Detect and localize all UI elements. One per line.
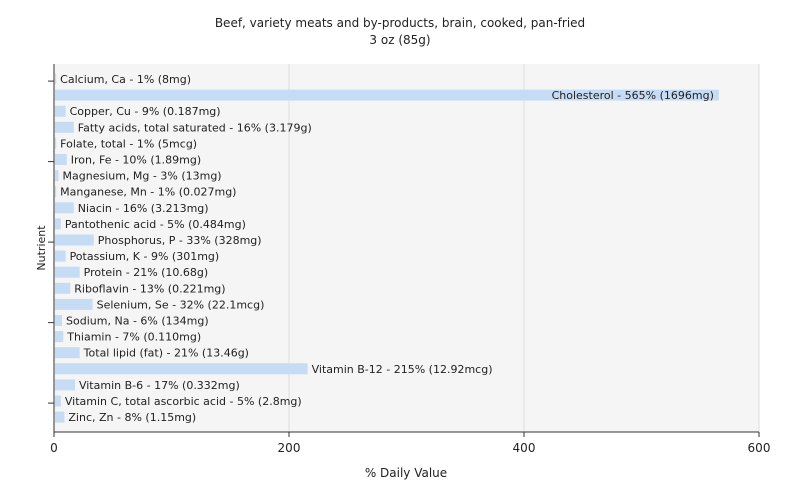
bar-label: Riboflavin - 13% (0.221mg)	[74, 282, 225, 295]
bar	[55, 250, 66, 262]
bar-label: Thiamin - 7% (0.110mg)	[66, 331, 201, 344]
bar	[55, 105, 66, 117]
bar-label: Vitamin B-12 - 215% (12.92mcg)	[312, 363, 493, 376]
bar	[55, 154, 67, 165]
bar	[55, 282, 71, 294]
bar-label: Calcium, Ca - 1% (8mg)	[60, 73, 191, 86]
bar	[55, 347, 80, 359]
bar-label: Total lipid (fat) - 21% (13.46g)	[83, 347, 249, 360]
bar	[55, 121, 74, 133]
bar	[55, 395, 61, 407]
y-axis-label: Nutrient	[35, 225, 48, 271]
bar-label: Niacin - 16% (3.213mg)	[78, 202, 209, 215]
bar-label: Vitamin C, total ascorbic acid - 5% (2.8…	[65, 395, 302, 408]
bar	[55, 137, 57, 149]
bar	[55, 315, 63, 326]
bar-label: Sodium, Na - 6% (134mg)	[66, 315, 209, 328]
bar	[55, 186, 57, 198]
x-tick-labels: 0 200 400 600	[50, 432, 770, 455]
bar-label: Phosphorus, P - 33% (328mg)	[98, 234, 262, 247]
x-tick-label: 0	[50, 441, 58, 455]
bar-label: Manganese, Mn - 1% (0.027mg)	[60, 186, 236, 199]
bar	[55, 298, 93, 310]
bar-label: Cholesterol - 565% (1696mg)	[552, 89, 714, 102]
bar	[55, 218, 61, 230]
bar	[55, 89, 719, 101]
x-axis-label: % Daily Value	[365, 466, 447, 480]
bar-label: Fatty acids, total saturated - 16% (3.17…	[78, 121, 312, 134]
bar	[55, 411, 65, 423]
bar-label: Zinc, Zn - 8% (1.15mg)	[68, 411, 196, 424]
bar-label: Vitamin B-6 - 17% (0.332mg)	[79, 379, 240, 392]
bar-label: Protein - 21% (10.68g)	[84, 266, 209, 279]
bar-label: Folate, total - 1% (5mcg)	[60, 137, 197, 150]
bar-label: Pantothenic acid - 5% (0.484mg)	[65, 218, 246, 231]
bar-label: Selenium, Se - 32% (22.1mcg)	[97, 298, 265, 311]
bar-label: Magnesium, Mg - 3% (13mg)	[63, 170, 222, 183]
bar	[55, 266, 80, 278]
bar	[55, 202, 74, 214]
bar	[55, 170, 59, 182]
x-tick-label: 400	[513, 441, 536, 455]
axes	[48, 64, 759, 433]
bar	[55, 73, 57, 85]
bar-label: Copper, Cu - 9% (0.187mg)	[70, 105, 221, 118]
x-tick-label: 200	[278, 441, 301, 455]
bar-label: Potassium, K - 9% (301mg)	[70, 250, 220, 263]
bar-label: Iron, Fe - 10% (1.89mg)	[71, 154, 201, 167]
bar	[55, 379, 75, 391]
bar	[55, 234, 94, 246]
x-tick-label: 600	[748, 441, 771, 455]
chart-title: Beef, variety meats and by-products, bra…	[215, 16, 585, 30]
chart-subtitle: 3 oz (85g)	[369, 33, 430, 47]
bar	[55, 331, 64, 343]
bars: Calcium, Ca - 1% (8mg) Cholesterol - 565%…	[55, 73, 719, 424]
bar	[55, 363, 308, 375]
plot-area	[54, 64, 759, 432]
